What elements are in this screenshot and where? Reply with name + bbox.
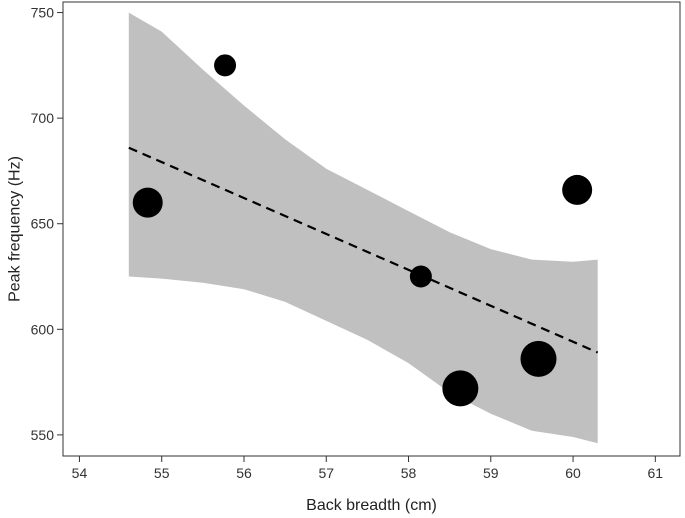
y-tick-label: 550 bbox=[31, 427, 55, 443]
x-tick-label: 54 bbox=[72, 465, 88, 481]
regression-line bbox=[128, 146, 599, 354]
data-point bbox=[562, 174, 593, 205]
y-tick-label: 650 bbox=[31, 216, 55, 232]
data-point bbox=[520, 340, 557, 377]
plot-frame bbox=[62, 1, 681, 457]
x-axis-title: Back breadth (cm) bbox=[306, 497, 437, 514]
confidence-band bbox=[128, 12, 598, 444]
x-tick-label: 60 bbox=[565, 465, 581, 481]
y-axis-title: Peak frequency (Hz) bbox=[7, 156, 24, 302]
x-tick-label: 55 bbox=[154, 465, 170, 481]
y-tick-label: 750 bbox=[31, 5, 55, 21]
data-point bbox=[442, 370, 479, 407]
data-point bbox=[214, 54, 237, 77]
data-point-layer bbox=[132, 54, 593, 407]
x-tick-label: 56 bbox=[236, 465, 252, 481]
x-tick-label: 59 bbox=[483, 465, 499, 481]
data-point bbox=[132, 187, 163, 218]
fit-line-layer bbox=[128, 146, 599, 354]
y-tick-label: 700 bbox=[31, 110, 55, 126]
x-tick-label: 61 bbox=[648, 465, 664, 481]
x-tick-label: 57 bbox=[318, 465, 334, 481]
x-axis-ticks: 54 55 56 57 58 59 60 61 bbox=[72, 456, 664, 481]
data-point bbox=[409, 265, 432, 288]
x-tick-label: 58 bbox=[401, 465, 417, 481]
y-axis-ticks: 550 600 650 700 750 bbox=[31, 5, 63, 443]
y-tick-label: 600 bbox=[31, 321, 55, 337]
confidence-band-layer bbox=[128, 12, 598, 444]
